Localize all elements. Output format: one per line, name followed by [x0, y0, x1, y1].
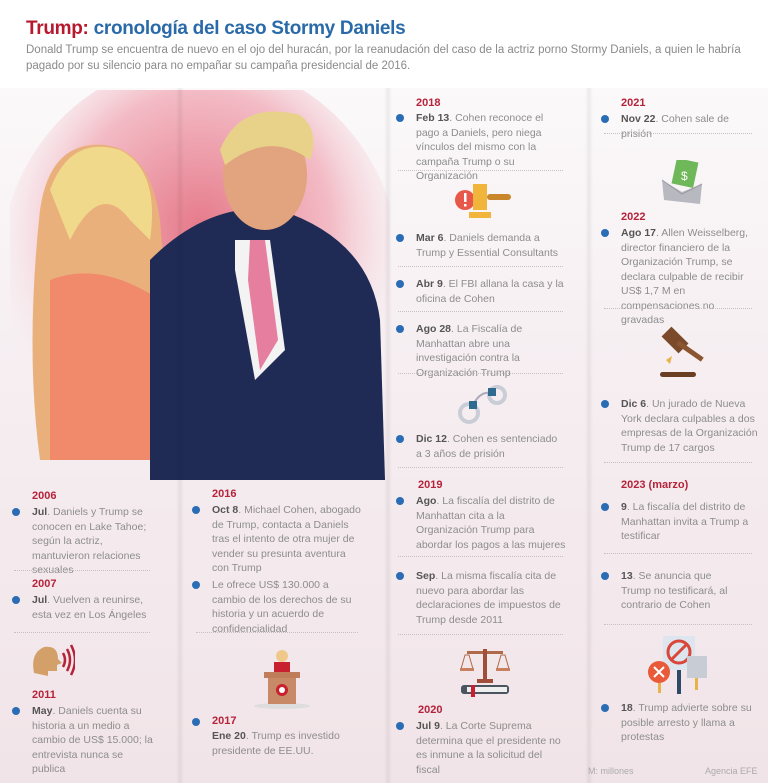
divider — [398, 170, 563, 171]
divider — [14, 632, 150, 633]
divider — [398, 556, 563, 557]
bullet-icon — [396, 722, 404, 730]
protest-signs-icon — [648, 636, 707, 694]
column-divider — [384, 88, 392, 783]
bullet-icon — [192, 581, 200, 589]
timeline-event: Ago. La fiscalía del distrito de Manhatt… — [396, 494, 566, 552]
timeline-event: Sep. La misma fiscalía cita de nuevo par… — [396, 569, 566, 627]
year-label: 2020 — [418, 704, 443, 716]
year-label: 2023 (marzo) — [621, 479, 689, 491]
year-label: 2021 — [621, 97, 646, 109]
timeline-event: Le ofrece US$ 130.000 a cambio de los de… — [192, 578, 362, 636]
year-label: 2007 — [32, 578, 57, 590]
bullet-icon — [192, 506, 200, 514]
page-title: Trump: cronología del caso Stormy Daniel… — [26, 18, 406, 39]
divider — [14, 570, 150, 571]
year-label: 2018 — [416, 97, 441, 109]
handcuffs-icon — [458, 385, 507, 424]
bullet-icon — [601, 572, 609, 580]
timeline-event: Mar 6. Daniels demanda a Trump y Essenti… — [396, 231, 566, 260]
bullet-icon — [396, 114, 404, 122]
bullet-icon — [192, 718, 200, 726]
bullet-icon — [601, 503, 609, 511]
scales-of-justice-icon — [460, 649, 510, 697]
timeline-event: May. Daniels cuenta su historia a un med… — [12, 704, 157, 777]
footer-source: Agencia EFE — [705, 766, 758, 776]
year-label: 2019 — [418, 479, 443, 491]
timeline-event: 18. Trump advierte sobre su posible arre… — [601, 701, 756, 745]
timeline-event: Ene 20. Trump es investido presidente de… — [212, 730, 340, 757]
divider — [604, 462, 752, 463]
bullet-icon — [12, 707, 20, 715]
bullet-icon — [396, 435, 404, 443]
photo-daniels-trump — [10, 90, 390, 480]
divider — [398, 266, 563, 267]
timeline-event: 9. La fiscalía del distrito de Manhattan… — [601, 500, 756, 544]
divider — [196, 632, 358, 633]
divider — [604, 133, 752, 134]
timeline-event: Jul. Vuelven a reunirse, esta vez en Los… — [12, 593, 157, 622]
bullet-icon — [601, 400, 609, 408]
bullet-icon — [396, 325, 404, 333]
timeline-event: Ago 17. Allen Weisselberg, director fina… — [601, 226, 759, 328]
bullet-icon — [601, 229, 609, 237]
timeline-event: Dic 12. Cohen es sentenciado a 3 años de… — [396, 432, 566, 461]
divider — [398, 373, 563, 374]
timeline-event: 13. Se anuncia que Trump no testificará,… — [601, 569, 741, 613]
bullet-icon — [396, 280, 404, 288]
column-divider — [585, 88, 593, 783]
subtitle: Donald Trump se encuentra de nuevo en el… — [26, 44, 741, 72]
year-label: 2022 — [621, 211, 646, 223]
timeline-event: Nov 22. Cohen sale de prisión — [601, 112, 756, 141]
svg-text:$: $ — [681, 169, 688, 183]
bullet-icon — [601, 115, 609, 123]
year-label: 2006 — [32, 490, 57, 502]
bullet-icon — [396, 572, 404, 580]
speaking-head-icon — [33, 644, 75, 676]
timeline-event: Jul. Daniels y Trump se conocen en Lake … — [12, 505, 157, 578]
divider — [398, 311, 563, 312]
bullet-icon — [12, 596, 20, 604]
podium-icon — [254, 650, 310, 709]
timeline-event: Feb 13. Cohen reconoce el pago a Daniels… — [396, 111, 566, 184]
column-divider — [176, 88, 184, 783]
year-label: 2011 — [32, 689, 56, 701]
money-envelope-icon: $ — [661, 160, 703, 204]
timeline-event: Jul 9. La Corte Suprema determina que el… — [396, 719, 566, 777]
year-label: 2016 — [212, 488, 237, 500]
divider — [604, 553, 752, 554]
divider — [604, 624, 752, 625]
bullet-icon — [601, 704, 609, 712]
gavel-alert-icon — [455, 184, 511, 218]
bullet-icon — [396, 497, 404, 505]
bullet-icon — [12, 508, 20, 516]
footer-note: M: millones — [588, 766, 634, 776]
timeline-event: Oct 8. Michael Cohen, abogado de Trump, … — [192, 503, 362, 576]
divider — [604, 308, 752, 309]
timeline-event: Dic 6. Un jurado de Nueva York declara c… — [601, 397, 759, 455]
divider — [398, 634, 563, 635]
timeline-event: Abr 9. El FBI allana la casa y la oficin… — [396, 277, 566, 306]
year-label: 2017 — [192, 715, 236, 727]
gavel-icon — [660, 326, 704, 377]
bullet-icon — [396, 234, 404, 242]
divider — [398, 467, 563, 468]
timeline-event: Ago 28. La Fiscalía de Manhattan abre un… — [396, 322, 566, 380]
